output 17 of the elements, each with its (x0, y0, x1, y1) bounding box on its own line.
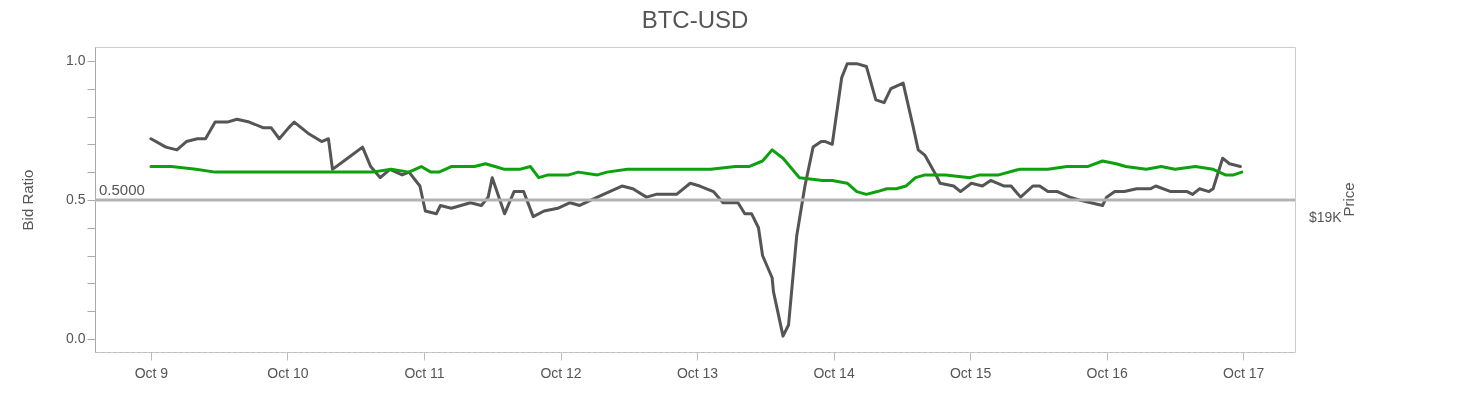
y2-axis-title: Price (1340, 182, 1357, 217)
ref-line-label: 0.5000 (99, 180, 145, 198)
x-tick-label: Oct 10 (267, 364, 309, 381)
x-tick-label: Oct 12 (540, 364, 582, 381)
x-tick-label: Oct 17 (1223, 364, 1265, 381)
x-tick-label: Oct 9 (134, 364, 169, 381)
text: $19K (1309, 208, 1343, 225)
chart-title: BTC-USD (641, 5, 749, 33)
y-tick-label: 1.0 (66, 52, 86, 69)
x-tick-label: Oct 14 (813, 364, 855, 381)
x-tick-label: Oct 16 (1086, 364, 1128, 381)
x-tick-label: Oct 15 (949, 364, 992, 381)
y-axis-title: Bid Ratio (19, 169, 37, 231)
x-tick-label: Oct 11 (404, 364, 445, 381)
y-tick-label: 0.0 (66, 330, 86, 347)
x-tick-label: Oct 13 (676, 364, 719, 381)
y-tick-label: 0.5 (66, 191, 86, 208)
